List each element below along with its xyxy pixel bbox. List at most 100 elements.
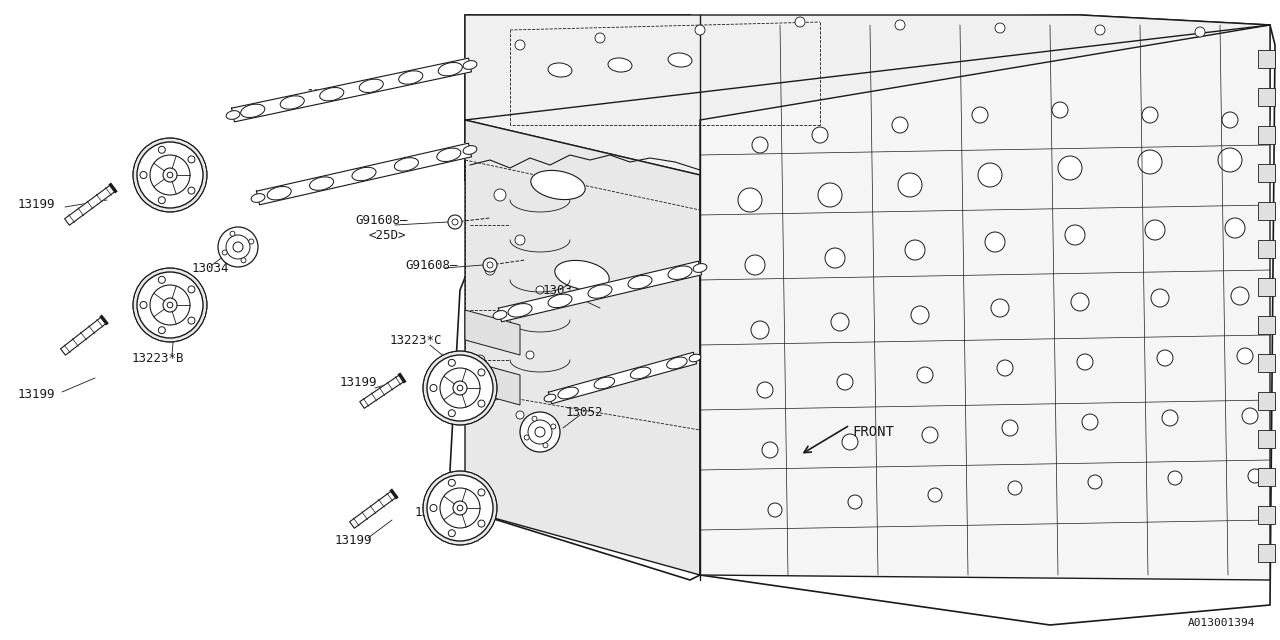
Ellipse shape	[594, 377, 614, 389]
Text: 13223*A: 13223*A	[143, 145, 196, 159]
Ellipse shape	[241, 104, 265, 118]
Polygon shape	[451, 15, 1275, 625]
Circle shape	[899, 173, 922, 197]
Circle shape	[995, 23, 1005, 33]
Circle shape	[842, 434, 858, 450]
Text: <25D>: <25D>	[369, 228, 406, 241]
Polygon shape	[64, 185, 115, 225]
Circle shape	[1088, 475, 1102, 489]
Ellipse shape	[227, 111, 239, 119]
Circle shape	[1225, 218, 1245, 238]
Circle shape	[978, 163, 1002, 187]
Circle shape	[168, 302, 173, 308]
Ellipse shape	[436, 148, 461, 161]
Circle shape	[140, 301, 147, 308]
Circle shape	[1052, 102, 1068, 118]
Circle shape	[905, 240, 925, 260]
Ellipse shape	[554, 260, 609, 289]
Circle shape	[892, 117, 908, 133]
Circle shape	[430, 385, 436, 392]
Circle shape	[477, 369, 485, 376]
Text: 13199: 13199	[18, 198, 55, 211]
Circle shape	[248, 239, 253, 244]
Circle shape	[223, 250, 227, 255]
Circle shape	[1082, 414, 1098, 430]
Circle shape	[837, 374, 852, 390]
Circle shape	[159, 147, 165, 154]
Ellipse shape	[394, 157, 419, 171]
Circle shape	[452, 219, 458, 225]
Circle shape	[515, 40, 525, 50]
Circle shape	[477, 520, 485, 527]
Circle shape	[448, 359, 456, 366]
Circle shape	[448, 479, 456, 486]
Circle shape	[485, 265, 495, 275]
Circle shape	[818, 183, 842, 207]
Ellipse shape	[508, 303, 532, 317]
Ellipse shape	[692, 264, 707, 273]
Ellipse shape	[558, 387, 579, 399]
Ellipse shape	[493, 310, 507, 319]
Circle shape	[150, 155, 189, 195]
Ellipse shape	[588, 285, 612, 298]
Circle shape	[795, 17, 805, 27]
Circle shape	[440, 488, 480, 528]
Circle shape	[515, 235, 525, 245]
Circle shape	[448, 410, 456, 417]
Circle shape	[1236, 348, 1253, 364]
Text: A013001394: A013001394	[1188, 618, 1254, 628]
Text: 13031: 13031	[307, 88, 344, 100]
Circle shape	[756, 382, 773, 398]
Text: 13199: 13199	[335, 534, 372, 547]
Circle shape	[916, 367, 933, 383]
Polygon shape	[1258, 240, 1275, 258]
Ellipse shape	[628, 275, 652, 289]
Circle shape	[991, 299, 1009, 317]
Circle shape	[188, 187, 195, 194]
Polygon shape	[465, 310, 520, 355]
Ellipse shape	[548, 294, 572, 308]
Polygon shape	[1258, 544, 1275, 562]
Ellipse shape	[463, 146, 477, 154]
Ellipse shape	[463, 61, 477, 69]
Circle shape	[826, 248, 845, 268]
Ellipse shape	[544, 394, 556, 402]
Circle shape	[422, 471, 497, 545]
Polygon shape	[232, 58, 471, 122]
Circle shape	[972, 107, 988, 123]
Circle shape	[928, 488, 942, 502]
Polygon shape	[465, 15, 1270, 175]
Text: 13034: 13034	[192, 262, 229, 275]
Ellipse shape	[360, 79, 383, 93]
Circle shape	[526, 351, 534, 359]
Circle shape	[762, 442, 778, 458]
Circle shape	[159, 196, 165, 204]
Circle shape	[1071, 293, 1089, 311]
Circle shape	[543, 443, 548, 448]
Circle shape	[422, 351, 497, 425]
Circle shape	[849, 495, 861, 509]
Ellipse shape	[689, 354, 701, 362]
Circle shape	[163, 298, 177, 312]
Polygon shape	[349, 491, 397, 528]
Text: G91608—: G91608—	[404, 259, 457, 271]
Circle shape	[428, 355, 493, 421]
Polygon shape	[700, 25, 1270, 580]
Circle shape	[753, 137, 768, 153]
Ellipse shape	[531, 170, 585, 200]
Ellipse shape	[352, 167, 376, 180]
Ellipse shape	[548, 63, 572, 77]
Polygon shape	[1258, 468, 1275, 486]
Polygon shape	[1258, 126, 1275, 144]
Text: 13199: 13199	[18, 388, 55, 401]
Circle shape	[1094, 25, 1105, 35]
Circle shape	[1146, 220, 1165, 240]
Circle shape	[477, 489, 485, 496]
Ellipse shape	[251, 194, 265, 202]
Ellipse shape	[608, 58, 632, 72]
Circle shape	[159, 326, 165, 333]
Circle shape	[911, 306, 929, 324]
Polygon shape	[360, 374, 404, 408]
Ellipse shape	[268, 186, 292, 200]
Circle shape	[241, 258, 246, 263]
